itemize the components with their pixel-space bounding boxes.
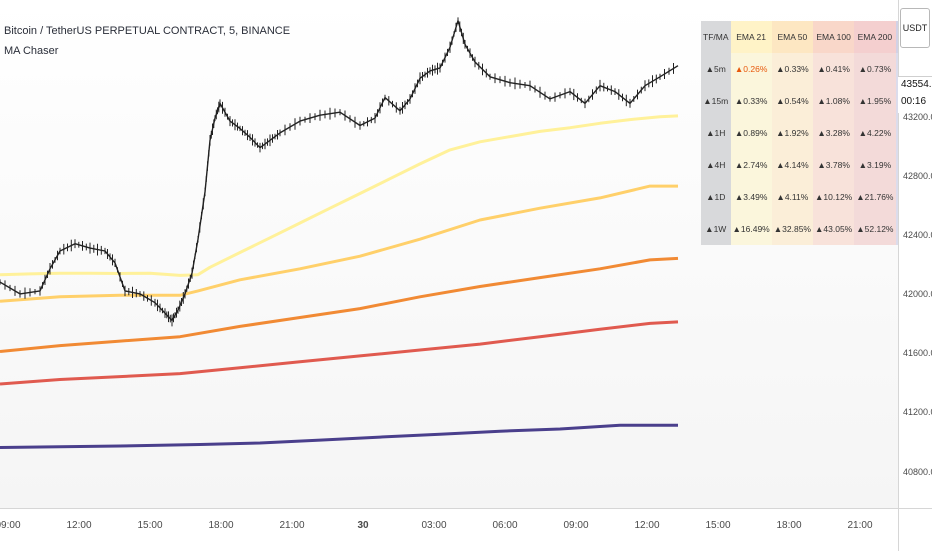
time-tick-label: 09:00: [0, 520, 21, 531]
price-tick-label: 41200.0: [903, 407, 932, 417]
ma-distance-cell: ▲0.33%: [731, 85, 772, 117]
ma-distance-cell: ▲43.05%: [813, 213, 854, 245]
price-line[interactable]: [0, 21, 678, 321]
ma-distance-cell: ▲1.92%: [772, 117, 813, 149]
price-tick-label: 40800.0: [903, 467, 932, 477]
ma-distance-cell: ▲1.08%: [813, 85, 854, 117]
ma-distance-cell: ▲2.74%: [731, 149, 772, 181]
time-tick-label: 15:00: [705, 520, 730, 531]
ma-line-5[interactable]: [0, 425, 678, 447]
time-tick-label: 12:00: [66, 520, 91, 531]
time-axis[interactable]: 09:00 12:00 15:00 18:00 21:00 30 03:00 06:00 09:…: [0, 508, 898, 551]
time-tick-label: 21:00: [279, 520, 304, 531]
table-header-cell: EMA 200: [854, 21, 895, 53]
price-tick-label: 42000.0: [903, 289, 932, 299]
timeframe-cell: ▲4H: [701, 149, 731, 181]
time-tick-label: 30: [357, 520, 368, 531]
bar-countdown: 00:16: [901, 96, 926, 107]
ma-distance-cell: ▲3.49%: [731, 181, 772, 213]
table-header-cell: EMA 21: [731, 21, 772, 53]
time-tick-label: 12:00: [634, 520, 659, 531]
ma-distance-cell: ▲0.41%: [813, 53, 854, 85]
ma-distance-cell: ▲10.12%: [813, 181, 854, 213]
table-header-cell: EMA 50: [772, 21, 813, 53]
price-tick-label: 41600.0: [903, 348, 932, 358]
axis-corner: [898, 508, 932, 551]
symbol-title[interactable]: Bitcoin / TetherUS PERPETUAL CONTRACT, 5…: [4, 25, 290, 37]
price-tick-label: 42800.0: [903, 171, 932, 181]
ma-distance-cell: ▲0.33%: [772, 53, 813, 85]
timeframe-cell: ▲1D: [701, 181, 731, 213]
ma-line-4[interactable]: [0, 322, 678, 384]
time-tick-label: 15:00: [137, 520, 162, 531]
timeframe-cell: ▲1W: [701, 213, 731, 245]
ma-distance-cell: ▲1.95%: [854, 85, 895, 117]
price-tick-label: 42400.0: [903, 230, 932, 240]
time-tick-label: 21:00: [847, 520, 872, 531]
indicator-name[interactable]: MA Chaser: [4, 45, 58, 57]
ma-distance-cell: ▲4.11%: [772, 181, 813, 213]
ma-distance-cell: ▲0.73%: [854, 53, 895, 85]
timeframe-cell: ▲5m: [701, 53, 731, 85]
ma-distance-cell: ▲0.89%: [731, 117, 772, 149]
table-header-cell: TF/MA: [701, 21, 731, 53]
ma-distance-cell: ▲32.85%: [772, 213, 813, 245]
time-tick-label: 18:00: [776, 520, 801, 531]
time-tick-label: 18:00: [208, 520, 233, 531]
currency-button[interactable]: USDT: [900, 8, 930, 48]
ma-distance-cell: ▲4.14%: [772, 149, 813, 181]
ma-distance-cell: ▲0.26%: [731, 53, 772, 85]
ma-distance-cell: ▲3.19%: [854, 149, 895, 181]
ma-distance-cell: ▲21.76%: [854, 181, 895, 213]
ma-distance-cell: ▲0.54%: [772, 85, 813, 117]
ma-distance-cell: ▲52.12%: [854, 213, 895, 245]
timeframe-cell: ▲1H: [701, 117, 731, 149]
time-tick-label: 03:00: [421, 520, 446, 531]
ma-distance-cell: ▲16.49%: [731, 213, 772, 245]
price-tick-label: 43200.0: [903, 112, 932, 122]
timeframe-cell: ▲15m: [701, 85, 731, 117]
last-price-value: 43554.8: [901, 79, 932, 90]
ma-distance-cell: ▲3.78%: [813, 149, 854, 181]
ma-distance-cell: ▲3.28%: [813, 117, 854, 149]
time-tick-label: 09:00: [563, 520, 588, 531]
time-tick-label: 06:00: [492, 520, 517, 531]
ma-distance-cell: ▲4.22%: [854, 117, 895, 149]
table-header-cell: EMA 100: [813, 21, 854, 53]
last-price-label: 43554.8 00:16: [898, 76, 932, 113]
